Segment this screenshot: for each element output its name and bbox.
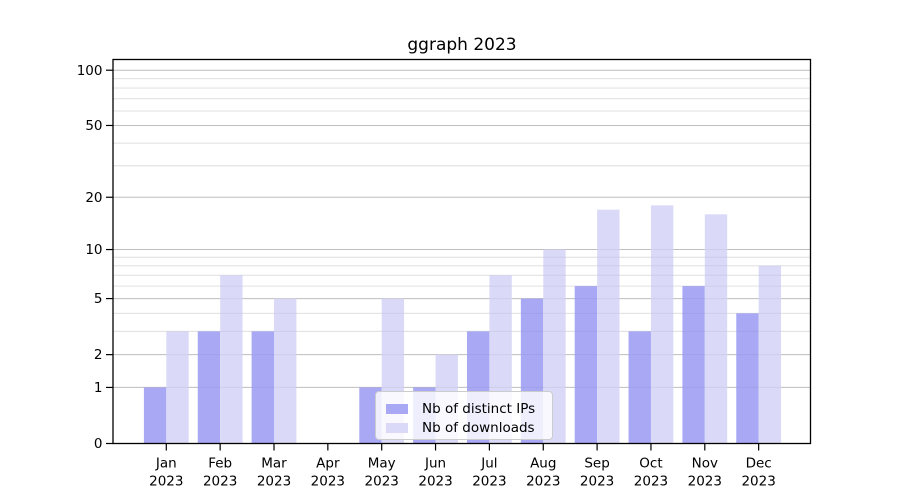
y-tick-label: 20	[85, 190, 102, 206]
bar-distinct-ips	[251, 331, 274, 444]
legend-label-distinct-ips: Nb of distinct IPs	[422, 400, 536, 417]
x-tick-label-year: 2023	[149, 474, 183, 490]
legend-label-downloads: Nb of downloads	[422, 420, 535, 437]
y-tick-label: 50	[85, 118, 102, 134]
y-tick-label: 1	[94, 380, 103, 396]
x-tick-label-year: 2023	[203, 474, 237, 490]
bar-distinct-ips	[682, 286, 705, 444]
x-tick-label-month: Feb	[208, 456, 232, 472]
bar-downloads	[597, 209, 620, 444]
x-tick-label-month: Jan	[155, 456, 177, 472]
bar-downloads	[758, 265, 782, 444]
x-tick-label-month: Jun	[424, 456, 446, 472]
bar-distinct-ips	[628, 331, 651, 444]
bar-downloads	[220, 275, 243, 444]
x-tick-label-month: Aug	[530, 456, 556, 472]
bar-distinct-ips	[736, 313, 759, 444]
legend-swatch-downloads	[386, 423, 408, 434]
x-tick-label-year: 2023	[472, 474, 506, 490]
x-tick-label-month: Jul	[480, 456, 497, 472]
x-tick-label-year: 2023	[311, 474, 345, 490]
chart-title: ggraph 2023	[407, 35, 517, 55]
chart-legend: Nb of distinct IPs Nb of downloads	[375, 391, 553, 440]
bar-downloads	[704, 214, 728, 444]
y-tick-label: 0	[94, 436, 103, 452]
x-tick-label-year: 2023	[257, 474, 291, 490]
x-tick-label-year: 2023	[580, 474, 614, 490]
x-tick-label-year: 2023	[741, 474, 775, 490]
x-tick-label-year: 2023	[526, 474, 560, 490]
x-tick-label-month: Sep	[584, 456, 609, 472]
y-tick-label: 5	[94, 291, 103, 307]
x-tick-label-month: Oct	[639, 456, 662, 472]
bar-distinct-ips	[143, 387, 167, 444]
legend-swatch-distinct-ips	[386, 403, 408, 414]
y-tick-label: 2	[94, 347, 103, 363]
legend-item-distinct-ips: Nb of distinct IPs	[386, 400, 542, 418]
bar-downloads	[166, 331, 189, 444]
x-tick-label-month: May	[368, 456, 396, 472]
plot-frame	[112, 58, 812, 445]
bar-distinct-ips	[197, 331, 221, 444]
bar-distinct-ips	[574, 286, 598, 444]
x-tick-label-year: 2023	[688, 474, 722, 490]
x-tick-label-month: Mar	[261, 456, 287, 472]
bar-downloads	[650, 205, 674, 444]
x-tick-label-month: Nov	[692, 456, 718, 472]
x-tick-label-month: Apr	[316, 456, 340, 472]
y-tick-label: 100	[77, 63, 103, 79]
x-tick-label-year: 2023	[418, 474, 452, 490]
bar-downloads	[274, 298, 297, 444]
x-tick-label-year: 2023	[634, 474, 668, 490]
legend-item-downloads: Nb of downloads	[386, 419, 542, 437]
y-tick-label: 10	[85, 242, 102, 258]
x-tick-label-year: 2023	[365, 474, 399, 490]
x-tick-label-month: Dec	[746, 456, 772, 472]
